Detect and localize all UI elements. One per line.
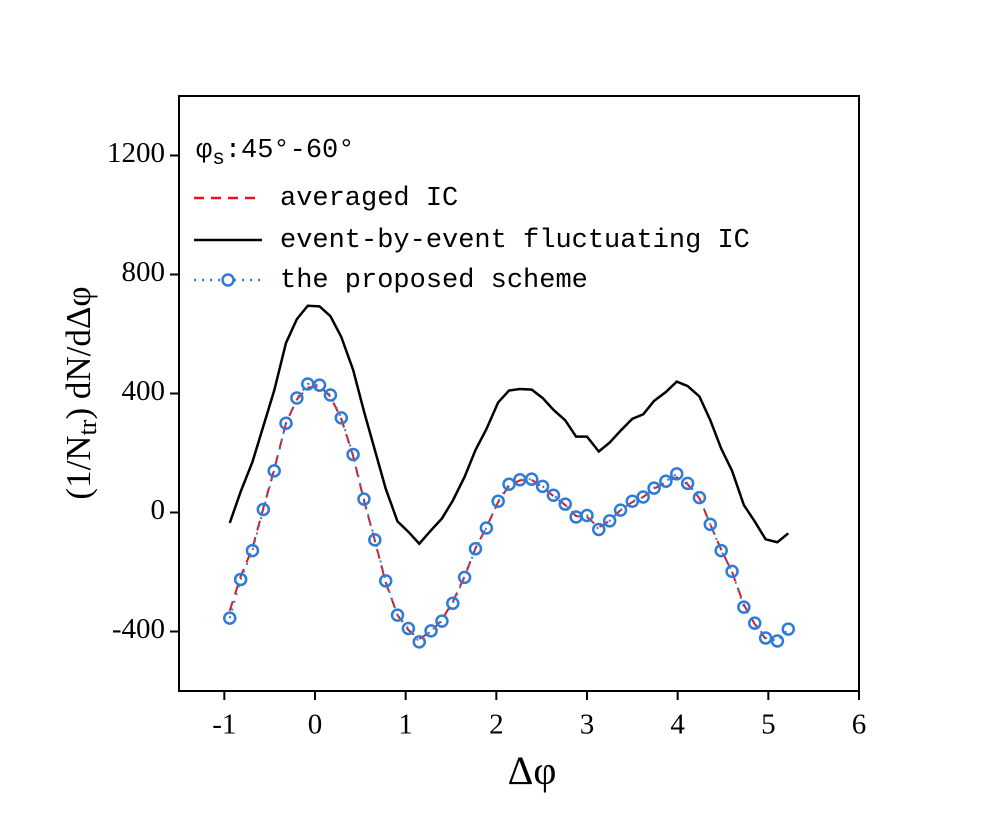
data-point [692,490,707,505]
legend-title: φs:45°-60° [196,136,354,170]
x-tick-label: 3 [580,709,595,741]
data-point [446,596,460,610]
data-point [245,543,260,558]
data-point [223,611,237,625]
data-point [602,514,617,528]
x-tick-label: 6 [852,709,867,741]
data-point [435,614,449,628]
y-title-subscript: tr [73,419,102,435]
data-point [368,533,382,547]
data-point [412,635,427,649]
data-point [535,479,550,494]
legend-title-part: φ [196,136,212,166]
legend-title-part: :45°-60° [225,136,355,166]
data-point [680,476,695,491]
data-point [290,391,304,405]
data-point [312,378,327,392]
data-point [233,572,248,587]
data-point [334,411,349,425]
legend-marker [221,273,235,287]
data-point [424,624,438,638]
y-tick-label: 1200 [107,137,165,169]
data-point [558,497,572,511]
data-point [479,521,494,535]
data-point [714,543,728,558]
data-point [725,564,739,579]
series-line [228,304,790,546]
data-point [625,494,640,508]
y-tick-label: 400 [122,375,166,407]
data-point [378,574,393,588]
data-point [491,494,505,508]
data-point [256,502,271,517]
x-axis-title: Δφ [508,748,557,793]
data-point [546,488,561,502]
x-tick-label: 4 [670,709,685,741]
data-point [390,608,405,622]
legend-title-subscript: s [212,148,225,171]
legend-label: event-by-event fluctuating IC [280,226,750,256]
data-point [636,490,650,504]
series-line [228,385,767,641]
data-point [279,416,293,430]
data-point [659,474,673,489]
y-tick-label: -400 [112,613,165,645]
data-point [580,508,594,523]
x-tick-label: 0 [308,709,323,741]
y-axis-title: (1/Ntr) dN/dΔφ [59,286,102,499]
data-point [346,447,360,462]
data-point [323,388,338,402]
x-tick-label: 1 [398,709,413,741]
data-point [267,464,281,478]
data-point [781,622,796,636]
data-point [670,467,684,481]
data-point [737,600,751,614]
data-point [592,522,606,537]
y-tick-label: 800 [122,256,166,288]
data-point [770,634,785,648]
data-point [524,472,539,486]
data-point [468,542,483,556]
legend-label: the proposed scheme [280,266,588,296]
y-title-part: ) dN/dΔφ [59,286,98,419]
data-point [747,616,762,630]
data-point [502,477,516,491]
x-tick-label: 2 [489,709,504,741]
data-point [457,570,472,585]
y-title-part: (1/N [59,435,98,499]
y-tick-label: 0 [151,494,166,526]
data-point [647,481,661,495]
x-tick-label: -1 [212,709,236,741]
data-point [401,621,416,636]
legend-label: averaged IC [280,184,458,214]
data-point [613,503,628,517]
data-point [703,517,718,532]
data-point [758,631,773,645]
data-point [357,492,371,506]
x-tick-label: 5 [761,709,776,741]
